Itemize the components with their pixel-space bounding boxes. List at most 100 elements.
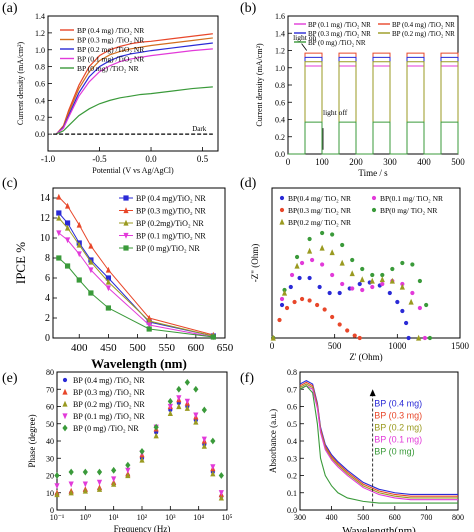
legend-label: BP (0.2mg)/TiO₂ NR <box>136 219 204 228</box>
x-tick-label: 1500 <box>451 341 470 351</box>
y-axis-label: Current density (mA/cm²) <box>255 43 264 127</box>
annotation-dark: Dark <box>192 125 206 133</box>
x-tick-label: 400 <box>71 342 88 354</box>
legend-label: BP (0 mg) /TiO₂ NR <box>73 424 139 433</box>
data-point <box>379 276 385 283</box>
data-point <box>56 214 62 221</box>
data-point <box>307 298 312 303</box>
data-point <box>380 272 385 278</box>
data-point <box>111 466 117 474</box>
data-point <box>201 442 207 449</box>
plot-frame <box>271 187 461 339</box>
legend-marker <box>123 219 129 226</box>
data-point <box>294 254 300 260</box>
data-point <box>369 277 375 284</box>
data-point <box>125 467 131 474</box>
data-point <box>56 255 62 261</box>
data-point <box>88 290 94 296</box>
data-point <box>184 405 190 411</box>
data-point <box>64 220 71 226</box>
x-axis-label: Frequency (Hz) <box>114 524 171 532</box>
data-point <box>176 395 182 402</box>
x-tick-label: 10⁵ <box>222 513 233 522</box>
legend-label: BP (0.4 mg) /TiO₂ NR <box>392 21 455 29</box>
legend-label: BP (0.4 mg) /TiO₂ NR <box>77 26 144 35</box>
data-point <box>340 242 345 248</box>
x-tick-label: 600 <box>188 342 205 354</box>
data-point <box>319 244 325 251</box>
data-point <box>184 378 190 386</box>
legend-label: BP (0.4 mg) <box>374 399 422 409</box>
data-point <box>139 447 145 455</box>
x-tick-label: 500 <box>451 157 465 167</box>
data-point <box>68 468 74 476</box>
data-point <box>88 258 94 265</box>
legend-label: BP (0.1 mg)/TiO₂ NR <box>136 232 206 241</box>
data-point <box>297 275 302 281</box>
data-point <box>389 277 395 284</box>
panel-a: -1.0 -0.5 0.0 0.5 0.0 0.2 0.4 0.6 0.8 1.0 1.2 1.4 Po… <box>16 12 219 175</box>
x-axis-label: Potential (V vs Ag/AgCl) <box>92 166 174 175</box>
data-point <box>350 257 355 263</box>
data-point <box>399 283 405 290</box>
y-tick-label: 1.2 <box>275 47 285 56</box>
y-tick-label: 1.0 <box>35 46 45 55</box>
y-tick-label: 10 <box>40 233 50 244</box>
data-point <box>360 287 365 293</box>
data-point <box>125 461 131 469</box>
data-point <box>88 267 94 274</box>
legend-marker <box>62 388 68 395</box>
data-point <box>310 257 315 263</box>
data-point <box>76 241 82 248</box>
legend-marker <box>371 207 377 213</box>
legend-marker <box>123 207 129 214</box>
arrow-head <box>369 389 376 397</box>
data-point <box>88 242 94 249</box>
data-point <box>176 385 182 393</box>
y-tick-label: 0.8 <box>287 368 297 377</box>
data-point <box>76 277 82 283</box>
x-tick-label: 800 <box>452 513 464 522</box>
plot-frame <box>52 187 226 339</box>
data-point <box>350 286 355 291</box>
data-point <box>56 210 62 216</box>
data-point <box>408 298 414 305</box>
data-point <box>360 266 365 272</box>
y-tick-label: 0.2 <box>287 472 297 481</box>
legend-label: BP (0.2 mg) /TiO₂ NR <box>392 30 455 38</box>
x-tick-label: 100 <box>315 157 329 167</box>
legend-label: BP(0.3 mg/ TiO₂ NR <box>288 206 351 215</box>
data-point <box>139 456 145 463</box>
y-tick-label: 0.0 <box>275 150 285 159</box>
x-tick-label: 0.0 <box>145 154 157 164</box>
legend-marker <box>371 195 377 201</box>
data-point <box>54 483 60 490</box>
x-tick-label: 200 <box>349 157 363 167</box>
panel-label: (a) <box>2 1 18 16</box>
y-tick-label: 1.4 <box>275 29 285 38</box>
y-tick-label: 0.6 <box>275 98 285 107</box>
x-tick-label: 1000 <box>388 341 407 351</box>
data-point <box>210 334 216 340</box>
y-tick-label: 1.4 <box>35 12 45 21</box>
data-point <box>395 299 400 305</box>
legend-label: BP (0 mg) /TiO₂ NR <box>308 39 366 47</box>
x-tick-label: 400 <box>326 513 338 522</box>
x-tick-label: -0.5 <box>92 154 107 164</box>
data-point <box>153 432 159 439</box>
legend-marker <box>62 424 68 432</box>
data-point <box>424 302 429 308</box>
panel-label: (d) <box>240 176 257 191</box>
legend-label: BP(0.4 mg/ TiO₂ NR <box>288 194 351 203</box>
x-tick-label: 500 <box>357 513 369 522</box>
data-point <box>370 272 375 278</box>
y-tick-label: 0.6 <box>35 80 45 89</box>
data-point <box>349 270 355 277</box>
y-tick-label: 0.5 <box>287 420 297 429</box>
legend-label: BP (0.3 mg) /TiO₂ NR <box>77 36 144 45</box>
legend-label: BP (0.3 mg) /TiO₂ NR <box>73 388 145 397</box>
y-axis-label: -Z" (Ohm) <box>250 244 260 282</box>
data-point <box>284 305 290 311</box>
legend-label: BP (0 mg) /TiO₂ NR <box>77 64 139 73</box>
data-point <box>105 275 111 281</box>
